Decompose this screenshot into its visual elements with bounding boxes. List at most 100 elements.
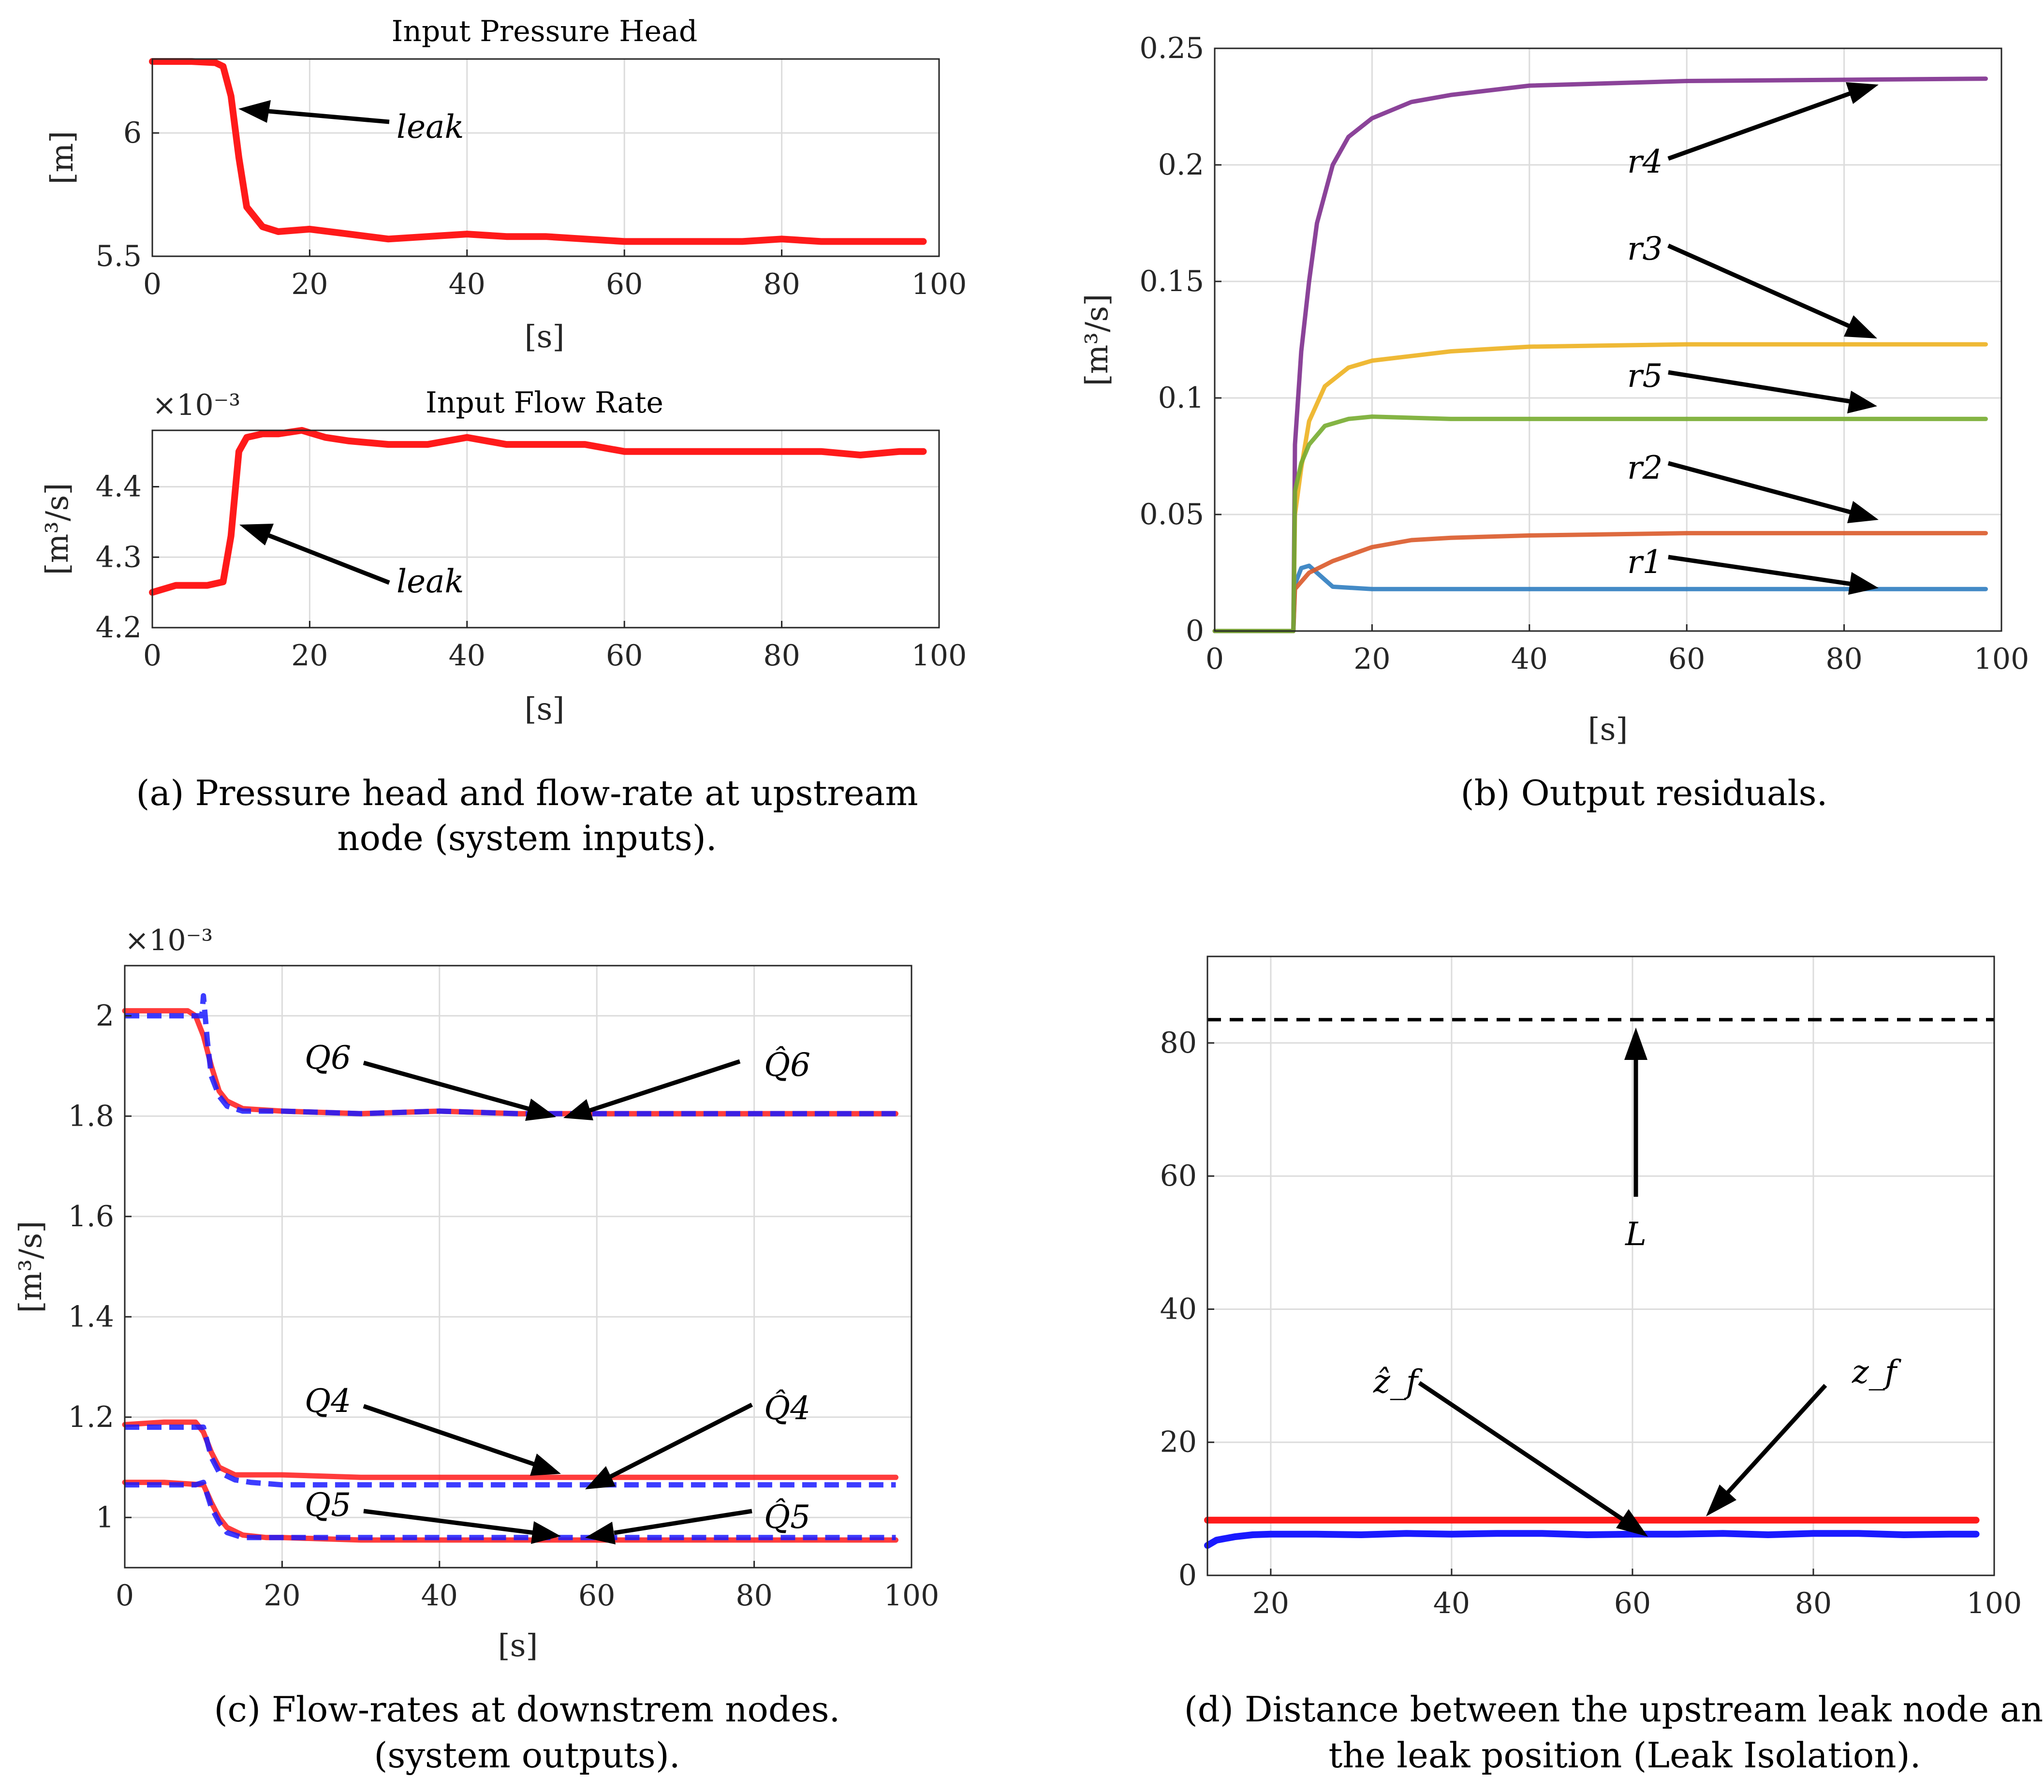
b-ytick-label-5: 0.25 (1139, 31, 1204, 65)
a1-xtick-label-1: 20 (291, 267, 328, 301)
d-L-label: L (1625, 1216, 1647, 1253)
a2-xtick-label-3: 60 (606, 639, 643, 673)
caption-c-line2: (system outputs). (374, 1735, 680, 1776)
c-series-2 (122, 1419, 898, 1480)
a1-ylabel: [m] (44, 131, 80, 185)
a1-leak-arrow-line (268, 109, 390, 124)
b-r4-label: r4 (1627, 143, 1663, 180)
d-L-arrowhead (1624, 1028, 1647, 1060)
c-q4-arrowhead (530, 1454, 561, 1476)
a1-ticks: 0 20 40 60 80 100 5.5 6 (96, 116, 967, 301)
b-r4-arrowhead (1846, 82, 1879, 104)
d-ticks: 20 40 60 80 100 0 20 40 60 80 (1160, 1026, 2022, 1620)
a2-xtick-label-1: 20 (291, 639, 328, 673)
c-ytick-label-1: 1.2 (68, 1400, 114, 1434)
c-q6-label: Q6 (305, 1039, 351, 1076)
a2-series-0 (149, 427, 927, 596)
a2-xtick-label-5: 100 (912, 639, 967, 673)
a2-xtick-label-0: 0 (143, 639, 162, 673)
panel-a1: Input Pressure Head 0 20 40 60 80 100 5.5 6 [s]… (44, 15, 967, 355)
d-grid (1207, 956, 1994, 1575)
c-q4hat-label: Q̂4 (764, 1390, 810, 1427)
b-annotations: r4 r3 r5 r2 r1 (1627, 82, 1879, 595)
a2-ytick-label-0: 4.2 (96, 611, 142, 645)
a1-leak-label: leak (397, 108, 464, 146)
c-ytick-label-4: 1.8 (68, 1099, 114, 1133)
c-series-1 (125, 993, 896, 1116)
c-ylabel: [m³/s] (13, 1221, 49, 1313)
b-xtick-label-3: 60 (1668, 642, 1705, 676)
c-q4hat-arrow (608, 1402, 753, 1480)
d-xtick-label-2: 60 (1614, 1586, 1651, 1620)
c-series-3 (125, 1425, 896, 1488)
c-q5hat-arrowhead (585, 1522, 616, 1544)
d-zf-arrow (1724, 1383, 1827, 1496)
a2-exponent: ×10⁻³ (152, 388, 240, 422)
b-series-3 (1212, 76, 1988, 633)
c-xlabel: [s] (498, 1628, 538, 1664)
d-annotations: L ẑ_f z_f (1373, 1028, 1902, 1537)
c-q5-label: Q5 (305, 1486, 351, 1524)
a1-xtick-label-0: 0 (143, 267, 162, 301)
b-xtick-label-5: 100 (1974, 642, 2029, 676)
b-r5-arrowhead (1847, 391, 1877, 413)
d-xtick-label-3: 80 (1795, 1586, 1832, 1620)
c-exponent: ×10⁻³ (125, 924, 213, 957)
b-r5-arrow (1668, 370, 1850, 404)
c-xtick-label-5: 100 (884, 1579, 940, 1613)
a2-leak-arrow-line (265, 532, 390, 585)
c-xtick-label-2: 40 (421, 1579, 458, 1613)
b-lines (1212, 76, 1988, 633)
b-series-4 (1212, 414, 1988, 633)
c-xtick-label-0: 0 (116, 1579, 134, 1613)
d-xtick-label-4: 100 (1967, 1586, 2022, 1620)
b-r2-label: r2 (1627, 449, 1663, 486)
a1-lines (149, 58, 927, 245)
b-xtick-label-4: 80 (1825, 642, 1862, 676)
d-xtick-label-1: 40 (1433, 1586, 1470, 1620)
a1-leak-annotation: leak (238, 100, 464, 146)
panel-b: 0 20 40 60 80 100 0 0.05 0.1 0.15 0.2 0.25 [s] [m³/… (1079, 31, 2029, 748)
c-ytick-label-0: 1 (96, 1500, 114, 1534)
c-q4hat-arrowhead (585, 1466, 616, 1489)
a1-ytick-label-0: 5.5 (96, 239, 142, 273)
c-q4-arrow (363, 1404, 538, 1468)
b-ytick-label-1: 0.05 (1139, 498, 1204, 531)
c-q4-label: Q4 (305, 1382, 351, 1420)
b-ytick-label-2: 0.1 (1158, 381, 1204, 415)
b-series-0 (1212, 563, 1988, 633)
b-r1-label: r1 (1627, 543, 1663, 581)
d-xtick-label-0: 20 (1252, 1586, 1289, 1620)
captions: (a) Pressure head and flow-rate at upstr… (136, 773, 2044, 1776)
b-r3-label: r3 (1627, 230, 1663, 267)
b-ytick-label-0: 0 (1186, 614, 1204, 648)
b-xtick-label-2: 40 (1511, 642, 1548, 676)
caption-a-line2: node (system inputs). (337, 818, 717, 858)
b-r4-arrow (1667, 89, 1855, 161)
c-xtick-label-4: 80 (735, 1579, 772, 1613)
a2-leak-annotation: leak (239, 524, 464, 600)
b-r3-arrowhead (1844, 315, 1877, 338)
c-q6hat-arrow (588, 1059, 741, 1113)
b-ticks: 0 20 40 60 80 100 0 0.05 0.1 0.15 0.2 0.25 (1139, 31, 2029, 676)
panel-d: 20 40 60 80 100 0 20 40 60 80 L ẑ_f z_f (1160, 955, 2022, 1620)
d-zf-arrowhead (1706, 1484, 1736, 1516)
c-ticks: 0 20 40 60 80 100 1 1.2 1.4 1.6 1.8 2 (68, 999, 940, 1613)
b-ylabel: [m³/s] (1079, 294, 1115, 386)
caption-a-line1: (a) Pressure head and flow-rate at upstr… (136, 773, 918, 813)
c-q6-arrow (363, 1060, 533, 1112)
b-r2-arrowhead (1847, 501, 1879, 523)
d-ytick-label-1: 20 (1160, 1425, 1197, 1459)
a1-ytick-label-1: 6 (123, 116, 142, 150)
c-q6hat-label: Q̂6 (764, 1046, 810, 1084)
a1-xlabel: [s] (525, 319, 565, 355)
a2-ytick-label-2: 4.4 (96, 470, 142, 504)
a2-leak-arrowhead (239, 524, 274, 545)
caption-b: (b) Output residuals. (1460, 773, 1827, 813)
d-ytick-label-3: 60 (1160, 1159, 1197, 1193)
b-r5-label: r5 (1627, 357, 1663, 395)
a2-ticks: 0 20 40 60 80 100 4.2 4.3 4.4 (96, 470, 967, 673)
a2-ytick-label-1: 4.3 (96, 540, 142, 574)
caption-d-line2: the leak position (Leak Isolation). (1328, 1735, 1921, 1776)
